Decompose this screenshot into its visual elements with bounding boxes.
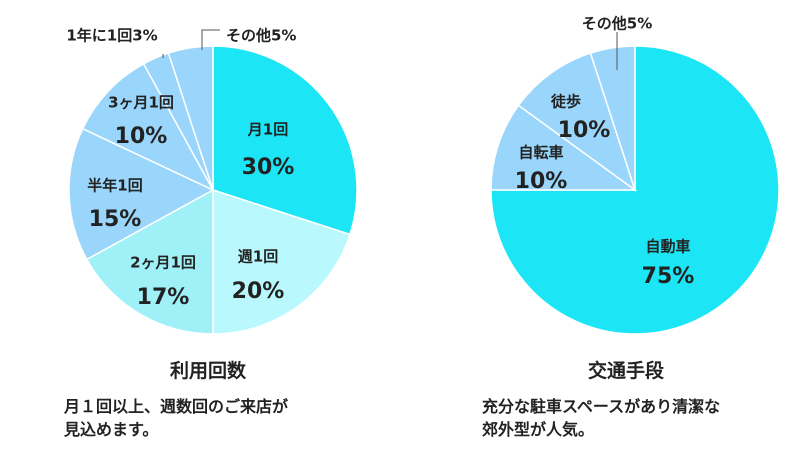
- data-label-transport-4: その他5%: [582, 15, 652, 33]
- pie-slices: [490, 45, 780, 335]
- chart-caption-usage: 月１回以上、週数回のご来店が 見込めます。: [64, 395, 288, 441]
- slice-name-transport-1: 自動車: [645, 238, 690, 256]
- slice-name-usage-4: 半年1回: [87, 177, 142, 195]
- slice-name-transport-2: 自転車: [518, 144, 563, 162]
- slice-value-transport-1: 75%: [642, 264, 695, 289]
- pie-labels: 月1回 30% 週1回 20% 2ヶ月1回 17% 半年1回 15% 3ヶ月1回 10% 1年に1回…: [66, 27, 296, 311]
- pie-slice-usage-5: [81, 62, 215, 192]
- slice-value-usage-1: 30%: [242, 155, 295, 180]
- slice-value-usage-2: 20%: [232, 279, 285, 304]
- caption-line: 月１回以上、週数回のご来店が: [64, 397, 289, 416]
- pie-slice-usage-2: [212, 188, 351, 335]
- pie-slice-transport-4: [589, 45, 636, 191]
- chart-title-usage: 利用回数: [170, 360, 247, 382]
- data-label-usage-6: 1年に1回3%: [66, 27, 157, 45]
- pie-slices: [68, 45, 358, 335]
- slice-name-usage-3: 2ヶ月1回: [130, 254, 196, 272]
- slice-value-transport-3: 10%: [558, 118, 611, 143]
- caption-line: 郊外型が人気。: [482, 420, 595, 439]
- pie-slice-usage-7: [167, 45, 214, 191]
- pie-slice-transport-1: [490, 45, 780, 335]
- slice-name-usage-1: 月1回: [247, 121, 288, 139]
- slice-name-usage-5: 3ヶ月1回: [108, 94, 174, 112]
- chart-title-transport: 交通手段: [588, 360, 665, 382]
- slice-value-usage-3: 17%: [137, 285, 190, 310]
- pie-slice-usage-1: [212, 45, 358, 236]
- slice-name-transport-3: 徒歩: [550, 93, 581, 111]
- data-label-usage-7: その他5%: [226, 27, 296, 45]
- slice-value-transport-2: 10%: [515, 169, 568, 194]
- leader-line: [201, 29, 220, 50]
- pie-slice-usage-3: [85, 188, 214, 335]
- caption-line: 充分な駐車スペースがあり清潔な: [482, 397, 721, 416]
- caption-line: 見込めます。: [64, 420, 159, 439]
- chart-caption-transport: 充分な駐車スペースがあり清潔な 郊外型が人気。: [482, 395, 720, 441]
- slice-value-usage-4: 15%: [89, 207, 142, 232]
- pie-slice-usage-4: [68, 127, 215, 261]
- slice-value-usage-5: 10%: [115, 124, 168, 149]
- pie-slice-transport-3: [517, 52, 637, 192]
- pie-slice-transport-2: [490, 104, 638, 191]
- slice-name-usage-2: 週1回: [238, 248, 278, 266]
